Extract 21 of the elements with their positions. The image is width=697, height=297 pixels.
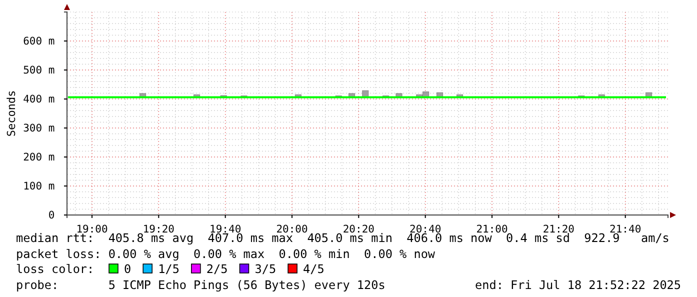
y-tick-label: 200 m — [23, 151, 55, 164]
y-tick-label: 600 m — [23, 35, 55, 48]
legend-label: 3/5 — [254, 262, 276, 276]
text: packet loss: 0.00 % avg 0.00 % max 0.00 % min 0.00 % now — [16, 247, 436, 261]
y-tick-label: 300 m — [23, 122, 55, 134]
y-tick-label: 400 m — [23, 93, 55, 106]
x-tick-label: 20:00 — [276, 224, 308, 236]
y-tick-label: 500 m — [23, 64, 55, 76]
text: probe: 5 ICMP Echo Pings (56 Bytes) every 120s — [16, 278, 386, 292]
y-axis-title: Seconds — [5, 90, 18, 137]
y-tick-label: 100 m — [23, 180, 55, 192]
x-tick-label: 19:20 — [142, 224, 174, 236]
x-tick-label: 21:00 — [476, 224, 508, 236]
legend-label: 0 — [124, 262, 132, 276]
legend-title: loss color: — [16, 262, 94, 276]
legend-label: 1/5 — [158, 262, 180, 276]
x-tick-label: 20:20 — [342, 224, 374, 236]
y-tick-label: 0 — [48, 209, 55, 222]
legend-label: 4/5 — [303, 262, 324, 276]
text: end: Fri Jul 18 21:52:22 2025 — [475, 278, 681, 292]
legend-label: 2/5 — [206, 262, 228, 276]
